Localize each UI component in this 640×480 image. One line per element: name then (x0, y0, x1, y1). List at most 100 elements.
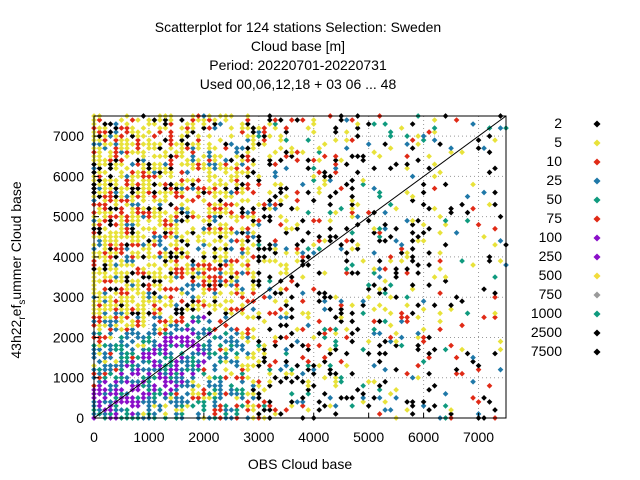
scatter-point (113, 274, 119, 280)
scatter-point (299, 298, 306, 305)
scatter-point (113, 129, 119, 135)
scatter-point (244, 258, 251, 264)
scatter-point (459, 149, 465, 156)
scatter-point (404, 141, 410, 148)
y-tick-label: 1000 (53, 370, 84, 386)
scatter-point (129, 358, 136, 365)
scatter-point (168, 161, 174, 168)
scatter-point (223, 314, 229, 321)
scatter-point (140, 358, 147, 365)
scatter-point (212, 246, 218, 252)
scatter-point (310, 382, 317, 389)
scatter-point (206, 213, 213, 220)
scatter-point (233, 354, 240, 361)
scatter-point (475, 145, 482, 152)
scatter-point (459, 201, 465, 208)
scatter-point (310, 286, 317, 292)
scatter-point (157, 209, 163, 216)
scatter-point (135, 233, 141, 240)
scatter-point (212, 225, 218, 232)
scatter-point (272, 201, 279, 208)
scatter-point (201, 403, 207, 409)
scatter-point (255, 201, 262, 208)
scatter-point (102, 399, 108, 405)
scatter-point (184, 145, 191, 152)
scatter-point (437, 250, 443, 256)
scatter-point (129, 225, 136, 232)
scatter-point (349, 370, 356, 377)
scatter-point (349, 205, 356, 212)
scatter-point (206, 278, 213, 284)
scatter-point (299, 254, 306, 260)
scatter-point (118, 294, 125, 301)
scatter-point (129, 221, 136, 228)
scatter-point (431, 346, 438, 353)
scatter-point (146, 205, 152, 212)
scatter-point (244, 233, 251, 240)
scatter-point (157, 141, 163, 148)
scatter-point (113, 246, 119, 252)
scatter-point (371, 250, 377, 256)
scatter-point (250, 290, 257, 297)
scatter-point (212, 185, 218, 192)
scatter-point (426, 407, 432, 413)
scatter-point (168, 386, 174, 393)
scatter-point (201, 262, 207, 268)
scatter-point (124, 298, 130, 305)
scatter-point (376, 258, 383, 264)
scatter-point (255, 258, 262, 264)
scatter-point (168, 298, 174, 305)
scatter-point (118, 354, 125, 361)
scatter-point (212, 125, 218, 131)
scatter-point (96, 237, 103, 244)
scatter-point (442, 403, 449, 409)
scatter-point (492, 242, 498, 248)
scatter-point (426, 205, 432, 212)
scatter-point (151, 362, 158, 369)
scatter-point (382, 286, 388, 292)
scatter-point (201, 197, 207, 204)
scatter-point (239, 157, 246, 164)
scatter-point (212, 229, 218, 236)
scatter-point (201, 370, 207, 377)
scatter-point (305, 262, 312, 268)
scatter-point (190, 306, 196, 313)
scatter-point (228, 201, 235, 208)
scatter-point (233, 290, 240, 297)
scatter-point (96, 193, 103, 200)
scatter-point (212, 350, 218, 357)
scatter-point (244, 270, 251, 276)
scatter-point (492, 201, 498, 208)
scatter-point (409, 221, 416, 228)
scatter-point (173, 286, 180, 292)
scatter-point (157, 201, 163, 208)
scatter-point (250, 217, 257, 224)
scatter-point (349, 185, 356, 192)
scatter-point (250, 209, 257, 216)
scatter-point (140, 310, 147, 317)
scatter-point (486, 258, 493, 264)
scatter-point (102, 125, 108, 131)
scatter-point (212, 399, 218, 405)
scatter-point (239, 153, 246, 160)
scatter-point (184, 282, 191, 288)
scatter-point (140, 350, 147, 357)
scatter-point (129, 258, 136, 264)
scatter-point (288, 225, 295, 232)
scatter-point (157, 117, 163, 123)
scatter-point (201, 270, 207, 276)
scatter-point (146, 382, 152, 389)
scatter-point (217, 221, 224, 228)
scatter-point (272, 125, 279, 131)
scatter-point (223, 411, 229, 417)
scatter-point (168, 242, 174, 248)
scatter-point (124, 278, 130, 284)
scatter-point (157, 358, 163, 365)
scatter-point (387, 391, 394, 397)
scatter-point (431, 185, 438, 192)
scatter-point (239, 378, 246, 385)
scatter-point (294, 338, 301, 345)
scatter-point (135, 290, 141, 297)
scatter-point (321, 354, 328, 361)
scatter-point (239, 145, 246, 152)
